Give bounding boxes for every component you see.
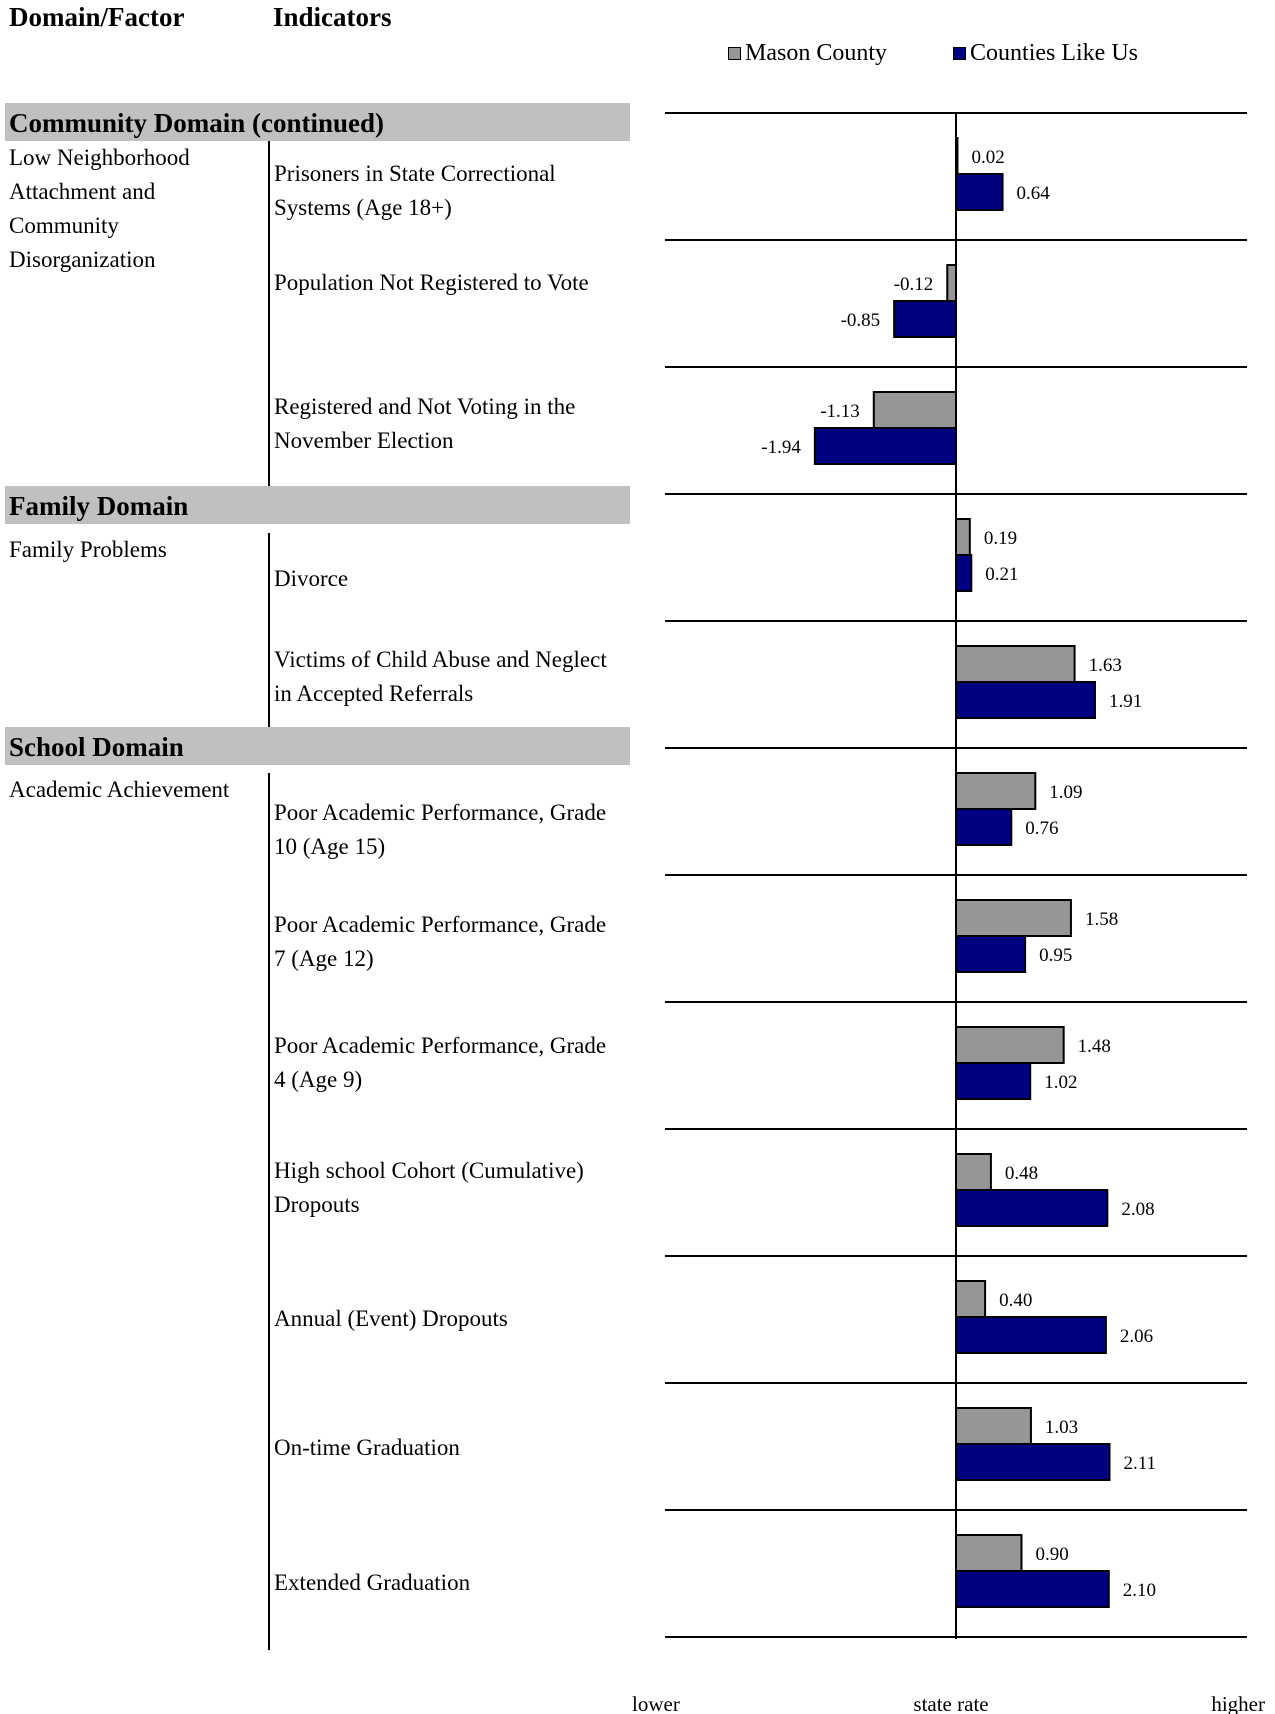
indicator-not-registered: Population Not Registered to Vote [274,270,589,295]
bar-mason-county [955,1153,992,1191]
section-family-domain: Family Domain [5,486,630,524]
bar-counties-like-us [955,935,1027,973]
legend-label-counties-like-us: Counties Like Us [970,40,1139,66]
data-label: 0.64 [1017,183,1051,204]
indicator-divorce: Divorce [274,566,349,591]
bar-mason-county [955,1534,1023,1572]
chart-legend: Mason County Counties Like Us [728,40,1138,67]
indicator-extended-graduation: Extended Graduation [274,1570,471,1595]
indicator-prisoners: Prisoners in State Correctional Systems … [274,161,556,220]
scale-label-state-rate: state rate [913,1692,988,1714]
bar-counties-like-us [955,554,973,592]
indicator-grade4: Poor Academic Performance, Grade 4 (Age … [274,1033,607,1092]
data-label: 1.91 [1109,691,1142,712]
data-label: 0.48 [1005,1163,1038,1184]
bar-mason-county [955,899,1072,937]
bar-counties-like-us [955,1189,1109,1227]
data-label: 0.95 [1039,945,1072,966]
factor-academic-achievement: Academic Achievement [9,777,230,802]
bar-counties-like-us [893,300,957,338]
bar-counties-like-us [813,427,957,465]
indicator-column-divider [268,533,270,727]
indicator-not-voting: Registered and Not Voting in the Novembe… [274,394,576,453]
domain-factor-header: Domain/Factor [9,2,185,32]
bar-counties-like-us [955,173,1004,211]
indicator-cohort-dropouts: High school Cohort (Cumulative) Dropouts [274,1158,584,1217]
indicator-column-divider [268,773,270,1650]
data-label: 2.08 [1121,1199,1154,1220]
legend-swatch-mason-county [728,47,741,60]
indicator-grade10: Poor Academic Performance, Grade 10 (Age… [274,800,607,859]
data-label: 1.02 [1044,1072,1077,1093]
data-label: 1.03 [1045,1417,1078,1438]
data-label: 2.10 [1123,1580,1156,1601]
bar-counties-like-us [955,1443,1111,1481]
data-label: 1.09 [1049,782,1082,803]
data-label: 1.58 [1085,909,1118,930]
bar-counties-like-us [955,681,1096,719]
data-label: -0.85 [841,310,881,331]
data-label: 0.21 [985,564,1018,585]
bar-mason-county [955,772,1037,810]
bar-counties-like-us [955,1570,1110,1608]
indicators-header: Indicators [273,2,392,32]
bar-mason-county [872,391,957,429]
indicator-grade7: Poor Academic Performance, Grade 7 (Age … [274,912,607,971]
indicator-child-abuse: Victims of Child Abuse and Neglect in Ac… [274,647,607,706]
bar-mason-county [946,264,958,302]
data-label: -1.13 [820,401,860,422]
bar-mason-county [955,137,959,175]
bar-mason-county [955,645,1076,683]
scale-label-higher: higher [1211,1692,1265,1714]
bar-mason-county [955,1026,1065,1064]
factor-low-neighborhood-attachment: Low Neighborhood Attachment and Communit… [9,145,190,272]
data-label: 1.48 [1078,1036,1111,1057]
scale-label-lower: lower [632,1692,680,1714]
indicator-column-divider [268,141,270,486]
bar-mason-county [955,1280,987,1318]
data-label: 0.02 [971,147,1004,168]
data-label: -1.94 [761,437,801,458]
factor-family-problems: Family Problems [9,537,167,562]
data-label: 0.76 [1025,818,1058,839]
section-community-domain: Community Domain (continued) [5,103,630,141]
bar-mason-county [955,1407,1032,1445]
indicator-annual-dropouts: Annual (Event) Dropouts [274,1306,508,1331]
data-label: 0.40 [999,1290,1032,1311]
indicator-ontime-graduation: On-time Graduation [274,1435,460,1460]
bar-counties-like-us [955,1062,1032,1100]
section-school-domain: School Domain [5,727,630,765]
bar-counties-like-us [955,808,1013,846]
legend-swatch-counties-like-us [953,47,967,60]
data-label: -0.12 [894,274,934,295]
data-label: 0.19 [984,528,1017,549]
data-label: 2.11 [1124,1453,1157,1474]
data-label: 1.63 [1089,655,1122,676]
legend-label-mason-county: Mason County [745,40,888,66]
data-label: 2.06 [1120,1326,1153,1347]
bar-counties-like-us [955,1316,1107,1354]
bar-mason-county [955,518,971,556]
legend-item-mason-county: Mason County [728,40,887,67]
data-label: 0.90 [1035,1544,1068,1565]
legend-item-counties-like-us: Counties Like Us [953,40,1138,67]
